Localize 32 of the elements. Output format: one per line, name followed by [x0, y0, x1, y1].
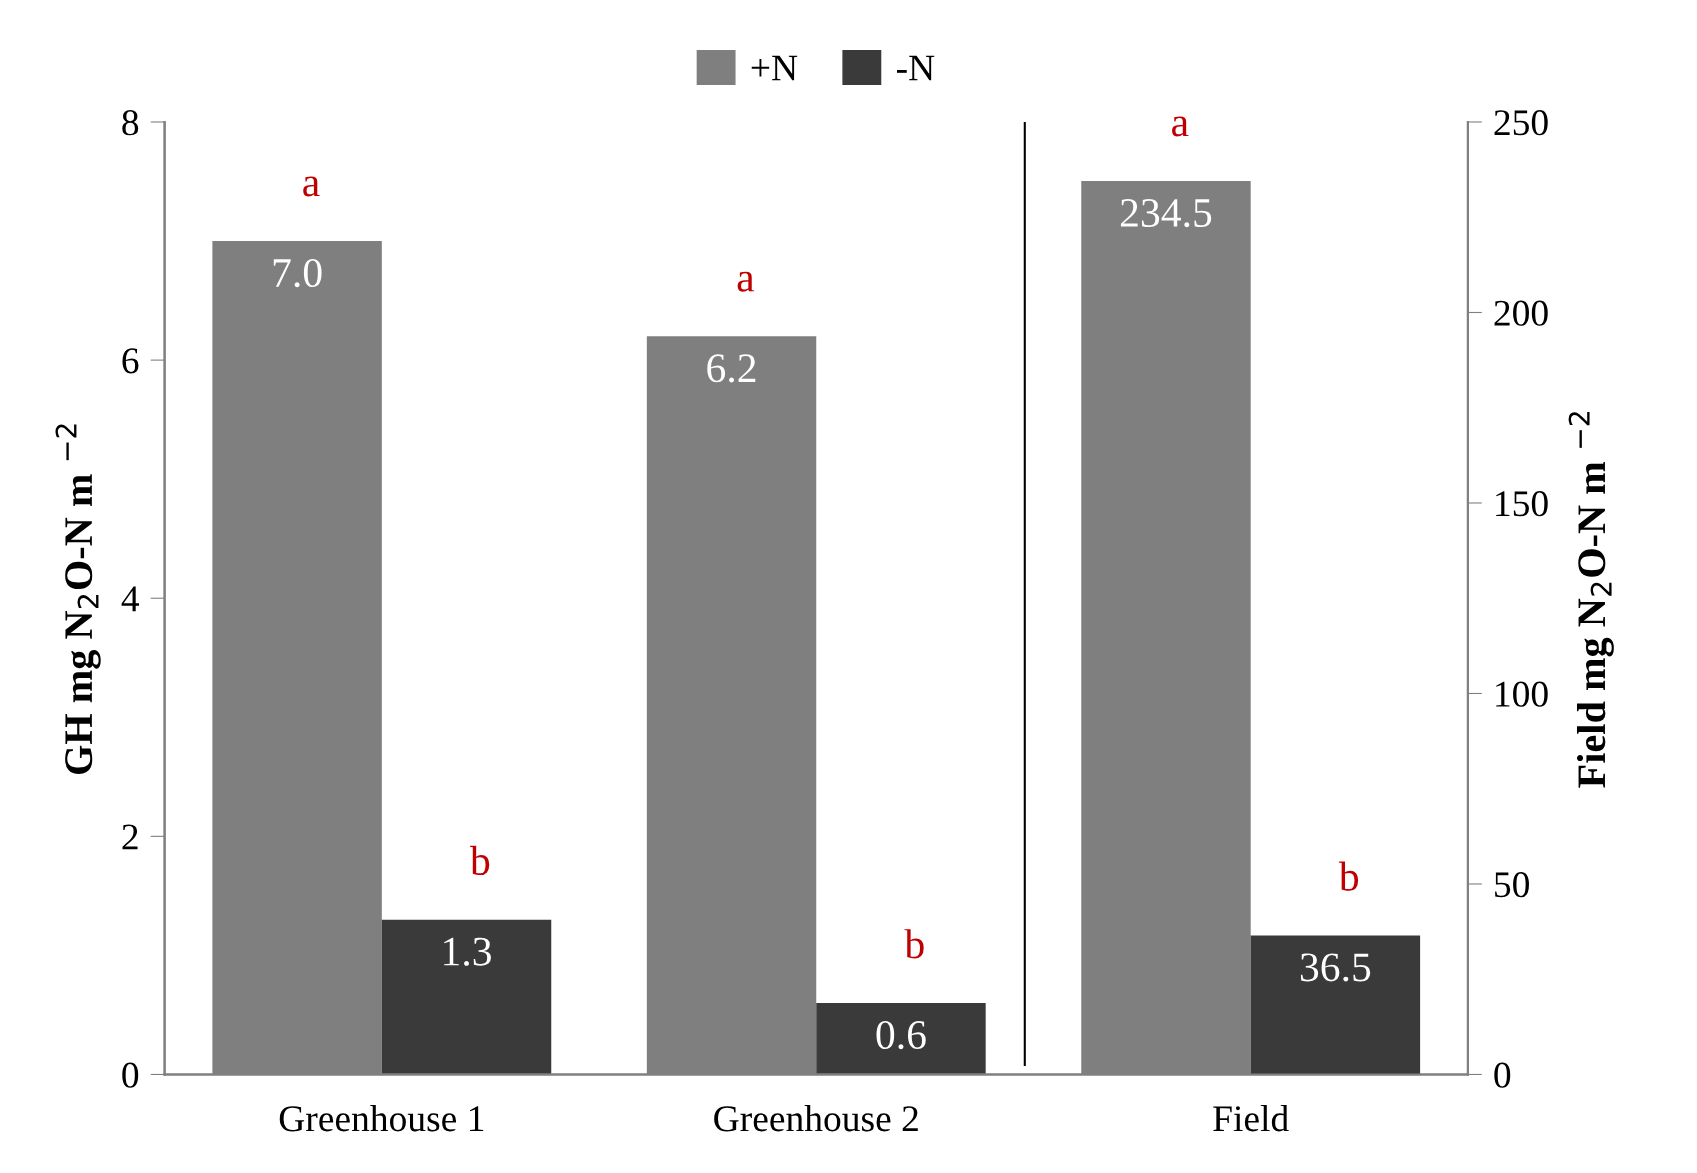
y2-axis-title: Field mg N$_{2}$O-N m $^{−2}$	[1568, 412, 1614, 788]
bar	[816, 1003, 986, 1075]
y-tick-label: 2	[122, 824, 138, 850]
legend-label: -N	[896, 55, 935, 81]
y-tick-label: 4	[121, 586, 140, 612]
legend-label: +N	[751, 55, 798, 81]
data-label: 1.3	[444, 937, 491, 966]
y2-tick-label: 100	[1496, 681, 1548, 707]
data-label: 0.6	[876, 1020, 926, 1050]
x-tick-label: Greenhouse 1	[279, 1105, 484, 1132]
annotation: a	[737, 271, 755, 292]
data-label: 36.5	[1300, 953, 1371, 982]
data-label: 6.2	[707, 354, 756, 383]
y2-tick-label: 0	[1494, 1062, 1511, 1088]
annotation: a	[1172, 116, 1189, 137]
y-tick-label: 8	[122, 110, 139, 136]
annotation: b	[1338, 861, 1359, 891]
annotation: b	[904, 929, 924, 959]
y-tick-label: 6	[122, 348, 139, 374]
annotation: a	[303, 176, 320, 197]
data-label: 7.0	[273, 258, 322, 288]
y-axis-title: GH mg N$_{2}$O-N m $^{−2}$	[55, 424, 101, 775]
y2-tick-label: 150	[1496, 491, 1548, 517]
annotation: b	[470, 845, 490, 876]
bar	[381, 919, 552, 1075]
y2-tick-label: 200	[1494, 300, 1548, 326]
y2-tick-label: 50	[1495, 872, 1529, 898]
y-tick-label: 0	[122, 1062, 139, 1088]
x-tick-label: Greenhouse 2	[714, 1105, 918, 1132]
data-label: 234.5	[1120, 199, 1212, 228]
x-tick-label: Field	[1213, 1105, 1289, 1132]
y2-tick-label: 250	[1494, 110, 1548, 136]
